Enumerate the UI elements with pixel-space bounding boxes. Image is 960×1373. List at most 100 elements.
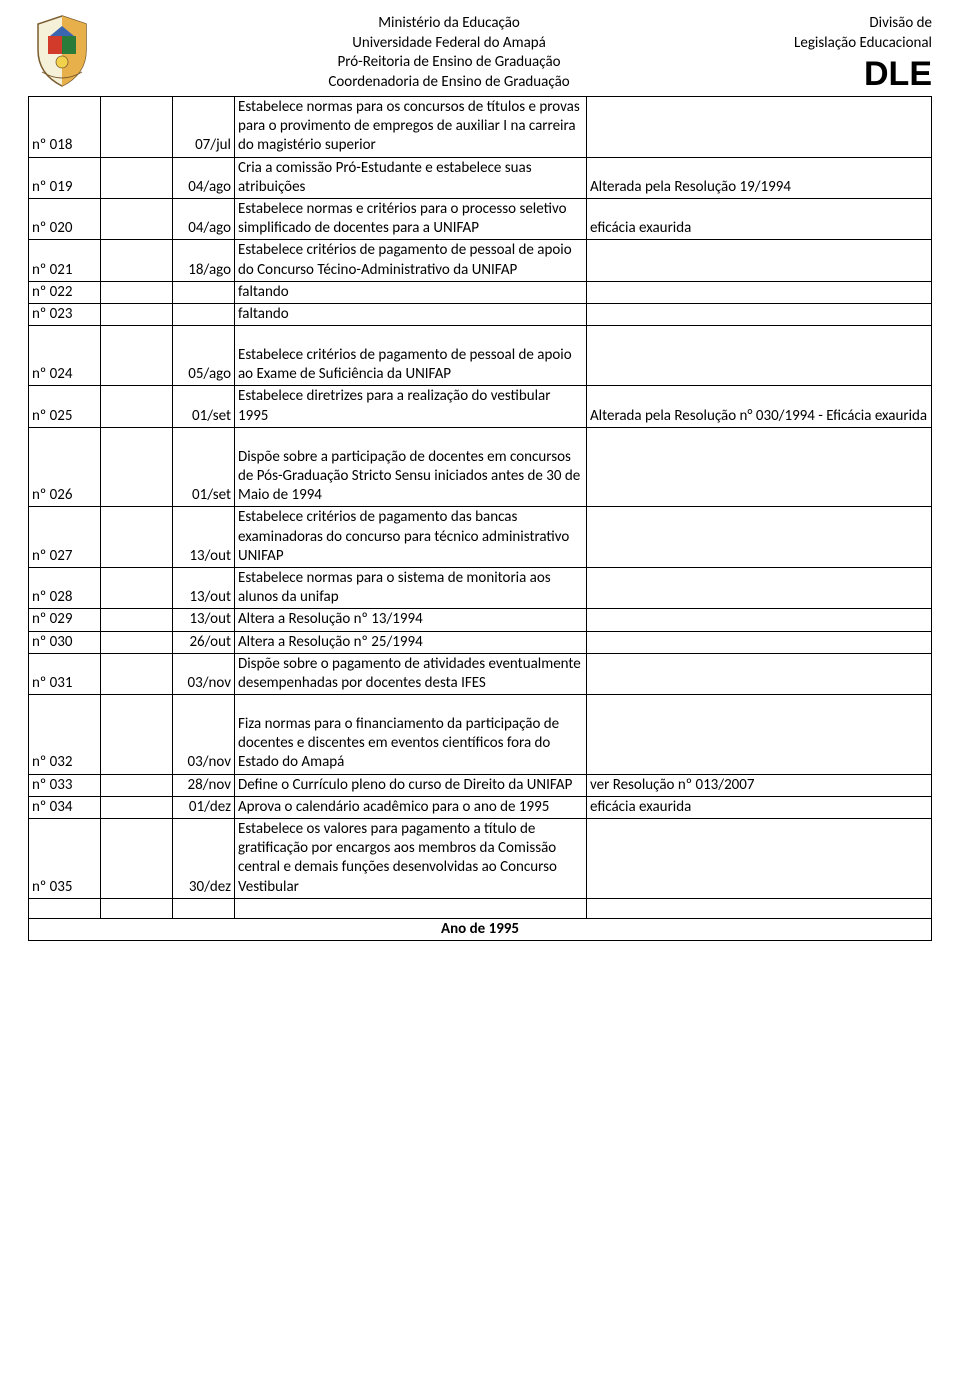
cell-description: Define o Currículo pleno do curso de Dir… [235, 774, 587, 796]
cell-note [587, 427, 932, 507]
cell-note [587, 303, 932, 325]
cell-date [173, 303, 235, 325]
cell-description: Estabelece critérios de pagamento de pes… [235, 240, 587, 281]
cell-date: 28/nov [173, 774, 235, 796]
cell-date [173, 281, 235, 303]
cell-blank [101, 507, 173, 568]
cell-date: 07/jul [173, 97, 235, 158]
cell-note: Alterada pela Resolução 19/1994 [587, 157, 932, 198]
cell-description: Aprova o calendário acadêmico para o ano… [235, 796, 587, 818]
cell-note [587, 631, 932, 653]
cell-description: Estabelece normas para os concursos de t… [235, 97, 587, 158]
header-line-2: Universidade Federal do Amapá [104, 34, 794, 54]
table-row: nº 03530/dezEstabelece os valores para p… [29, 819, 932, 899]
cell-blank [101, 198, 173, 239]
cell-blank [101, 240, 173, 281]
table-row: nº 029 13/outAltera a Resolução nº 13/199… [29, 609, 932, 631]
cell-note: eficácia exaurida [587, 198, 932, 239]
cell-date: 01/set [173, 427, 235, 507]
cell-note [587, 326, 932, 386]
cell-date: 04/ago [173, 198, 235, 239]
cell-blank [101, 567, 173, 608]
cell-note [587, 653, 932, 694]
cell-blank [235, 898, 587, 918]
cell-number: nº 018 [29, 97, 101, 158]
cell-note [587, 695, 932, 775]
cell-number: nº 032 [29, 695, 101, 775]
table-row: nº 032 03/novFiza normas para o financiam… [29, 695, 932, 775]
cell-number: nº 027 [29, 507, 101, 568]
cell-blank [101, 819, 173, 899]
cell-number: nº 019 [29, 157, 101, 198]
cell-note [587, 819, 932, 899]
cell-date: 04/ago [173, 157, 235, 198]
division-line-2: Legislação Educacional [794, 34, 932, 54]
table-row: nº 02713/outEstabelece critérios de paga… [29, 507, 932, 568]
header-right: Divisão de Legislação Educacional DLE [794, 12, 932, 91]
cell-number: nº 026 [29, 427, 101, 507]
cell-note: ver Resolução nº 013/2007 [587, 774, 932, 796]
cell-description: Altera a Resolução nº 13/1994 [235, 609, 587, 631]
cell-description: Fiza normas para o financiamento da part… [235, 695, 587, 775]
table-row: nº 031 03/novDispõe sobre o pagamento de … [29, 653, 932, 694]
cell-note [587, 97, 932, 158]
cell-number: nº 031 [29, 653, 101, 694]
cell-date: 13/out [173, 567, 235, 608]
cell-number: nº 029 [29, 609, 101, 631]
cell-date: 18/ago [173, 240, 235, 281]
cell-description: Estabelece normas para o sistema de moni… [235, 567, 587, 608]
header-line-3: Pró-Reitoria de Ensino de Graduação [104, 53, 794, 73]
cell-description: Dispõe sobre a participação de docentes … [235, 427, 587, 507]
table-row-blank [29, 898, 932, 918]
cell-date: 26/out [173, 631, 235, 653]
table-row: nº 018 07/julEstabelece normas para os co… [29, 97, 932, 158]
table-footer-row: Ano de 1995 [29, 918, 932, 940]
header-line-1: Ministério da Educação [104, 14, 794, 34]
cell-number: nº 024 [29, 326, 101, 386]
cell-note [587, 567, 932, 608]
cell-blank [29, 898, 101, 918]
cell-number: nº 034 [29, 796, 101, 818]
cell-description: Estabelece normas e critérios para o pro… [235, 198, 587, 239]
table-row: nº 019 04/agoCria a comissão Pró-Estudant… [29, 157, 932, 198]
cell-description: Estabelece critérios de pagamento de pes… [235, 326, 587, 386]
table-row: nº 034 01/dezAprova o calendário acadêmic… [29, 796, 932, 818]
dle-acronym: DLE [794, 57, 932, 91]
cell-description: faltando [235, 281, 587, 303]
table-row: nº 026 01/setDispõe sobre a participação … [29, 427, 932, 507]
cell-blank [101, 326, 173, 386]
cell-number: nº 035 [29, 819, 101, 899]
table-row: nº 02004/agoEstabelece normas e critério… [29, 198, 932, 239]
cell-date: 05/ago [173, 326, 235, 386]
table-row: nº 02501/setEstabelece diretrizes para a… [29, 386, 932, 427]
table-row: nº 022 faltando [29, 281, 932, 303]
cell-date: 03/nov [173, 653, 235, 694]
cell-number: nº 030 [29, 631, 101, 653]
cell-number: nº 022 [29, 281, 101, 303]
cell-blank [101, 157, 173, 198]
cell-note: Alterada pela Resolução n° 030/1994 - Ef… [587, 386, 932, 427]
cell-date: 01/set [173, 386, 235, 427]
cell-date: 30/dez [173, 819, 235, 899]
cell-blank [101, 653, 173, 694]
cell-blank [101, 609, 173, 631]
cell-description: Cria a comissão Pró-Estudante e estabele… [235, 157, 587, 198]
cell-blank [101, 796, 173, 818]
cell-date: 03/nov [173, 695, 235, 775]
cell-date: 13/out [173, 609, 235, 631]
cell-blank [101, 427, 173, 507]
cell-number: nº 028 [29, 567, 101, 608]
cell-blank [101, 695, 173, 775]
cell-note [587, 240, 932, 281]
division-line-1: Divisão de [794, 14, 932, 34]
header-line-4: Coordenadoria de Ensino de Graduação [104, 73, 794, 93]
cell-blank [101, 631, 173, 653]
cell-note [587, 507, 932, 568]
cell-description: Dispõe sobre o pagamento de atividades e… [235, 653, 587, 694]
footer-title: Ano de 1995 [29, 918, 932, 940]
cell-note [587, 609, 932, 631]
cell-blank [101, 303, 173, 325]
cell-date: 01/dez [173, 796, 235, 818]
cell-number: nº 025 [29, 386, 101, 427]
cell-number: nº 023 [29, 303, 101, 325]
